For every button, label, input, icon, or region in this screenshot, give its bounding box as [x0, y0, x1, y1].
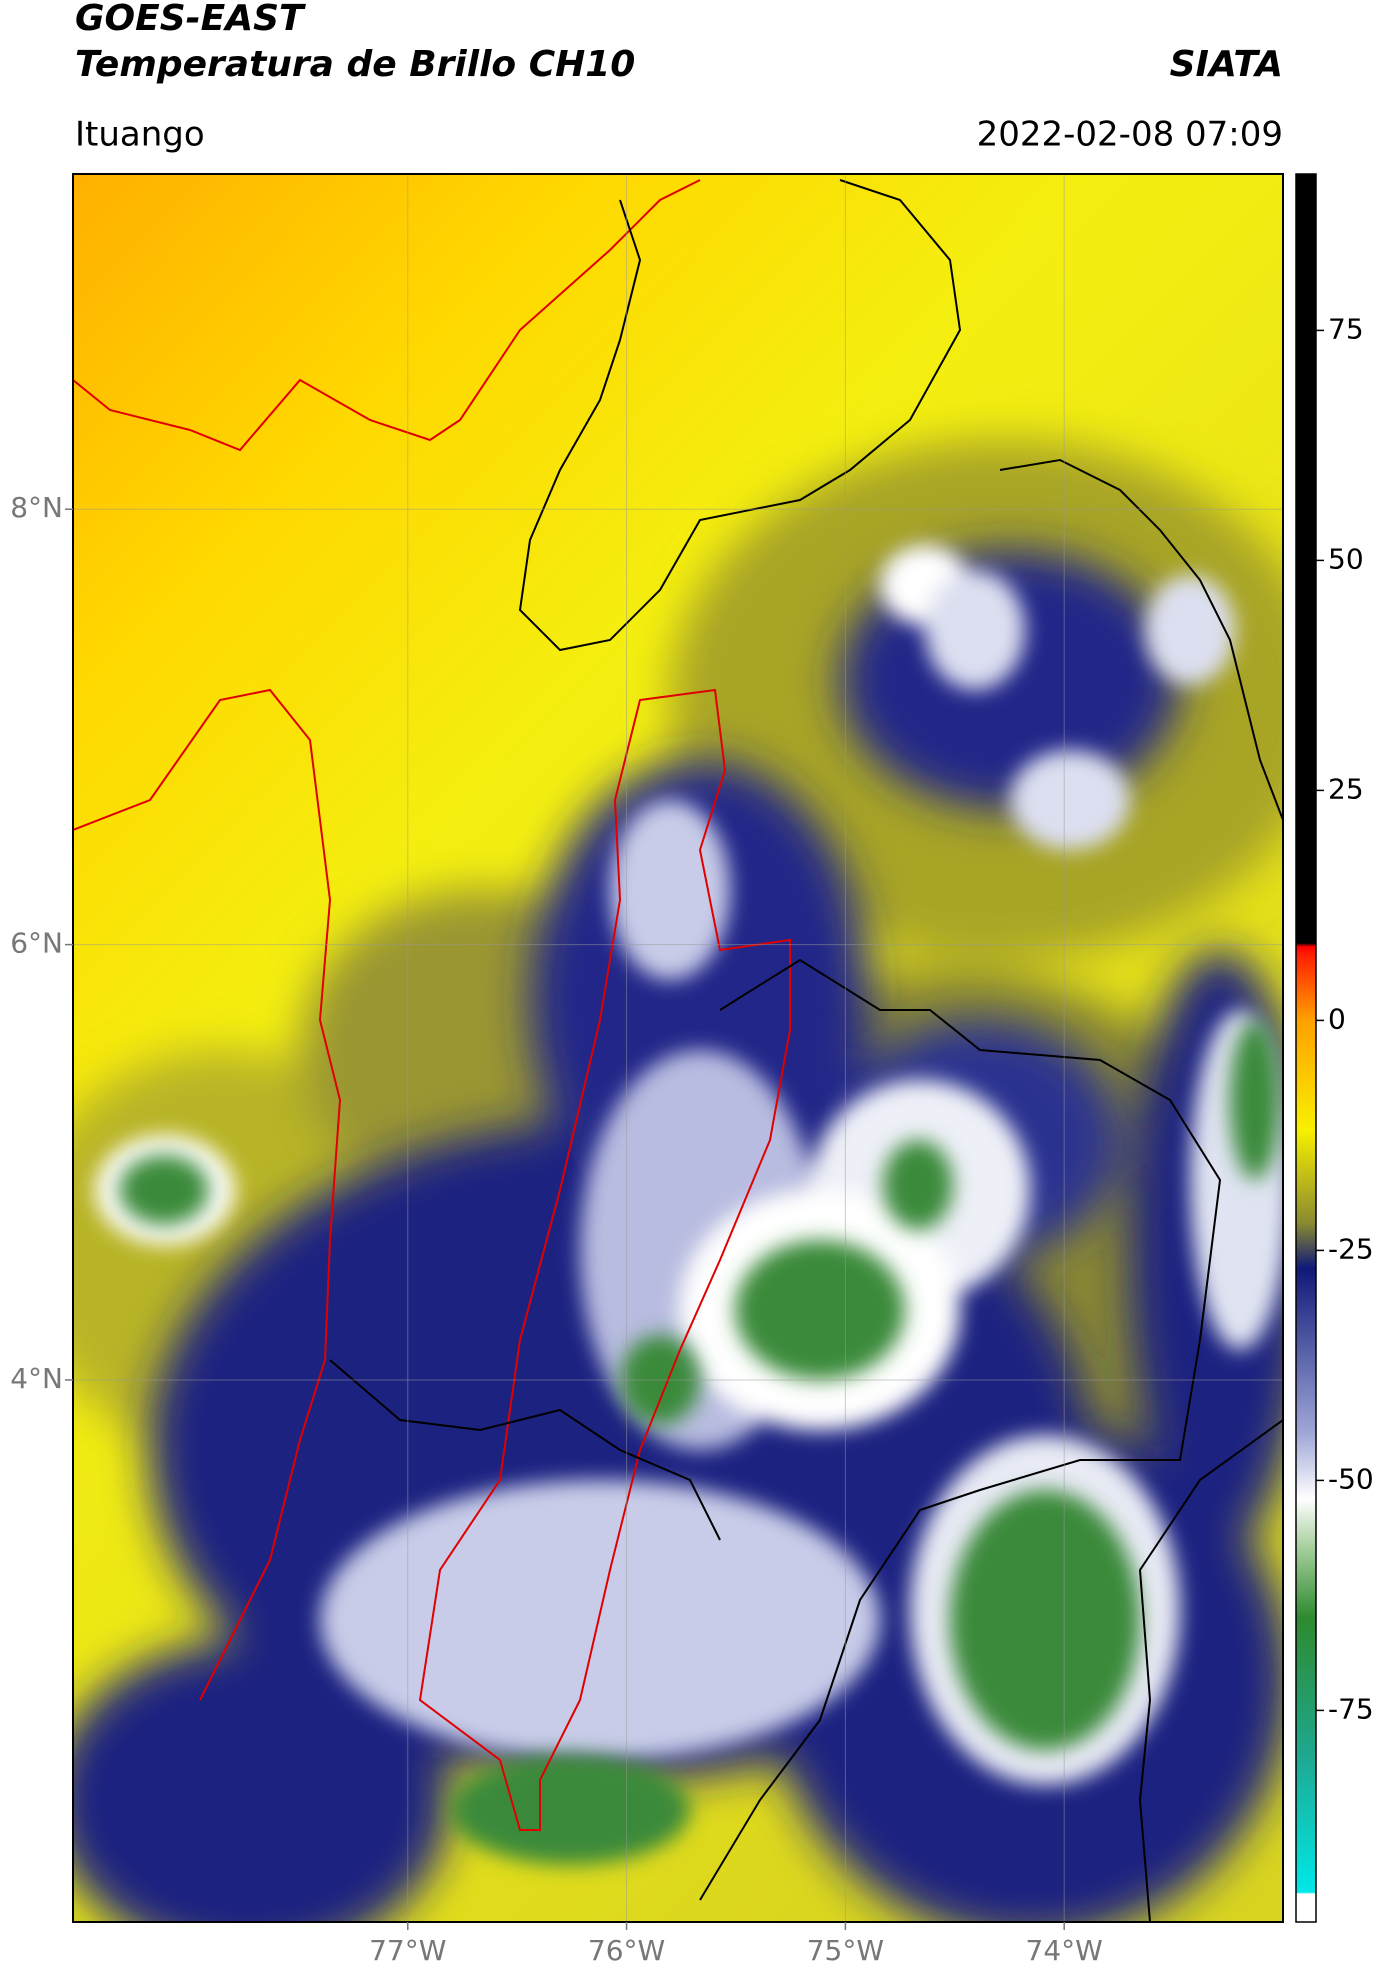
- location: Ituango: [75, 115, 205, 155]
- map-frame: [72, 173, 1284, 1923]
- department-border: [999, 458, 1283, 821]
- subtitle: Temperatura de Brillo CH10: [75, 44, 635, 85]
- colorbar-tick-label: 25: [1328, 772, 1364, 805]
- coldest-areas: [119, 1020, 1280, 1865]
- y-tick-label: 8°N: [10, 491, 63, 524]
- region-outline: [418, 688, 791, 1831]
- colorbar-tick-label: 50: [1328, 542, 1364, 575]
- colorbar-tick-label: 0: [1328, 1002, 1346, 1035]
- x-tick-label: 75°W: [807, 1934, 884, 1967]
- imagery: [73, 174, 1283, 1922]
- y-tick-label: 6°N: [10, 927, 63, 960]
- source: SIATA: [1170, 44, 1283, 85]
- datetime: 2022-02-08 07:09: [977, 115, 1283, 155]
- borders: [73, 179, 1283, 1922]
- colorbar-tick-label: -75: [1328, 1692, 1374, 1725]
- colorbar: [1295, 173, 1317, 1923]
- department-border: [518, 179, 962, 652]
- coastline: [73, 688, 342, 1701]
- grid: [73, 174, 1283, 1922]
- y-tick-label: 4°N: [10, 1362, 63, 1395]
- colorbar-tick-label: 75: [1328, 312, 1364, 345]
- title: GOES-EAST: [75, 0, 306, 39]
- coastline: [73, 179, 701, 452]
- colorbar-tick-label: -50: [1328, 1462, 1374, 1495]
- department-border: [699, 958, 1222, 1901]
- x-tick-label: 77°W: [369, 1934, 446, 1967]
- department-border: [1138, 1419, 1283, 1922]
- x-tick-label: 74°W: [1026, 1934, 1103, 1967]
- department-border: [329, 1359, 721, 1541]
- x-tick-label: 76°W: [588, 1934, 665, 1967]
- colorbar-tick-label: -25: [1328, 1232, 1374, 1265]
